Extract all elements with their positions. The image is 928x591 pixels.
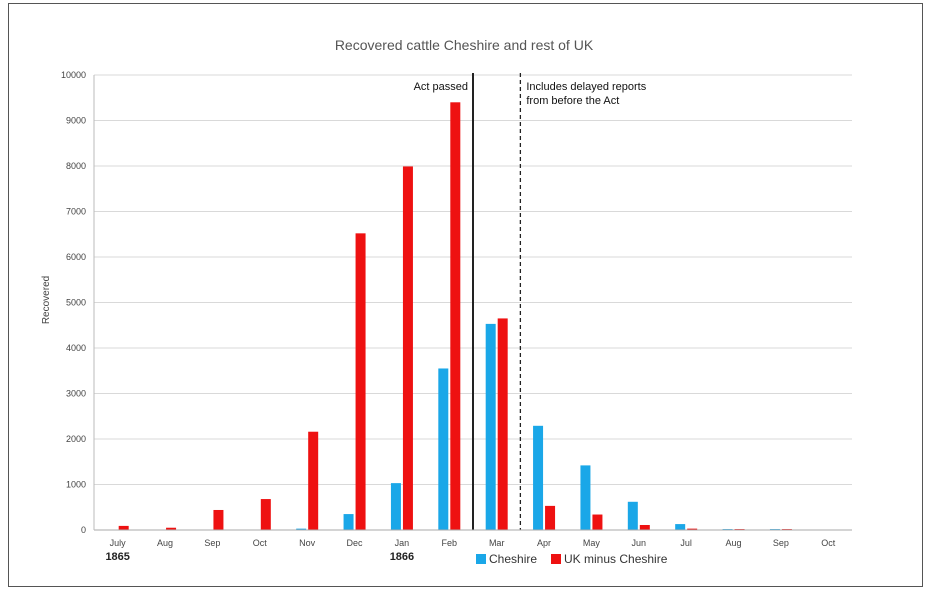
uk-minus-cheshire-bar <box>355 233 366 530</box>
y-tick-label: 8000 <box>66 161 86 171</box>
cheshire-bar <box>296 528 307 530</box>
legend-swatch <box>476 554 486 564</box>
y-tick-label: 4000 <box>66 343 86 353</box>
annotations: Act passed Includes delayed reports from b… <box>414 73 647 530</box>
uk-minus-cheshire-bar <box>687 528 698 530</box>
y-axis-label: Recovered <box>41 276 52 324</box>
uk-minus-cheshire-bar <box>639 524 650 530</box>
x-tick-label: Dec <box>347 538 364 548</box>
year-labels: 1865 1866 <box>105 551 414 563</box>
uk-minus-cheshire-bar <box>545 505 556 530</box>
y-tick-label: 3000 <box>66 389 86 399</box>
cheshire-bar <box>485 323 496 530</box>
uk-minus-cheshire-bar <box>166 527 177 530</box>
y-tick-label: 0 <box>81 525 86 535</box>
legend-label: UK minus Cheshire <box>564 552 668 566</box>
y-tick-label: 5000 <box>66 298 86 308</box>
cheshire-bar <box>580 465 591 530</box>
x-tick-label: Jan <box>395 538 410 548</box>
uk-minus-cheshire-bar <box>450 102 461 531</box>
x-tick-label: Sep <box>773 538 789 548</box>
y-tick-label: 2000 <box>66 434 86 444</box>
uk-minus-cheshire-bar <box>213 509 224 530</box>
x-tick-label: Oct <box>821 538 836 548</box>
y-axis-ticks: 0 1000 2000 3000 4000 5000 6000 7000 8000 9000 100… <box>61 70 86 535</box>
cheshire-bar <box>343 514 354 530</box>
x-tick-label: Sep <box>204 538 220 548</box>
cheshire-bar <box>390 483 401 530</box>
chart-frame <box>8 3 923 587</box>
y-tick-label: 7000 <box>66 207 86 217</box>
x-tick-label: July <box>110 538 127 548</box>
cheshire-bar <box>438 368 449 530</box>
y-tick-label: 10000 <box>61 70 86 80</box>
cheshire-bar <box>675 524 686 530</box>
y-tick-label: 1000 <box>66 480 86 490</box>
x-axis-ticks: July Aug Sep Oct Nov Dec Jan Feb Mar Apr May Jun Jul… <box>110 538 836 548</box>
legend-label: Cheshire <box>489 552 537 566</box>
uk-minus-cheshire-bar <box>402 166 413 530</box>
x-tick-label: May <box>583 538 601 548</box>
year-label: 1866 <box>390 551 414 563</box>
x-tick-label: Aug <box>157 538 173 548</box>
legend-swatch <box>551 554 561 564</box>
x-tick-label: Jul <box>680 538 692 548</box>
uk-minus-cheshire-bar <box>592 514 603 530</box>
y-tick-label: 9000 <box>66 116 86 126</box>
x-tick-label: Mar <box>489 538 505 548</box>
uk-minus-cheshire-bar <box>260 499 271 530</box>
uk-minus-cheshire-bar <box>308 431 319 530</box>
x-tick-label: Oct <box>253 538 268 548</box>
year-label: 1865 <box>105 551 129 563</box>
chart-title: Recovered cattle Cheshire and rest of UK <box>335 37 594 53</box>
y-tick-label: 6000 <box>66 252 86 262</box>
legend: Cheshire UK minus Cheshire <box>476 552 668 566</box>
delayed-reports-label: Includes delayed reports <box>526 81 646 93</box>
delayed-reports-label: from before the Act <box>526 95 619 107</box>
x-tick-label: Nov <box>299 538 316 548</box>
cheshire-bar <box>533 425 544 530</box>
x-tick-label: Jun <box>632 538 647 548</box>
uk-minus-cheshire-bar <box>497 318 508 530</box>
x-tick-label: Aug <box>726 538 742 548</box>
uk-minus-cheshire-bar <box>118 525 129 530</box>
x-tick-label: Feb <box>442 538 458 548</box>
x-tick-label: Apr <box>537 538 551 548</box>
cheshire-bar <box>627 501 638 530</box>
act-passed-label: Act passed <box>414 81 468 93</box>
